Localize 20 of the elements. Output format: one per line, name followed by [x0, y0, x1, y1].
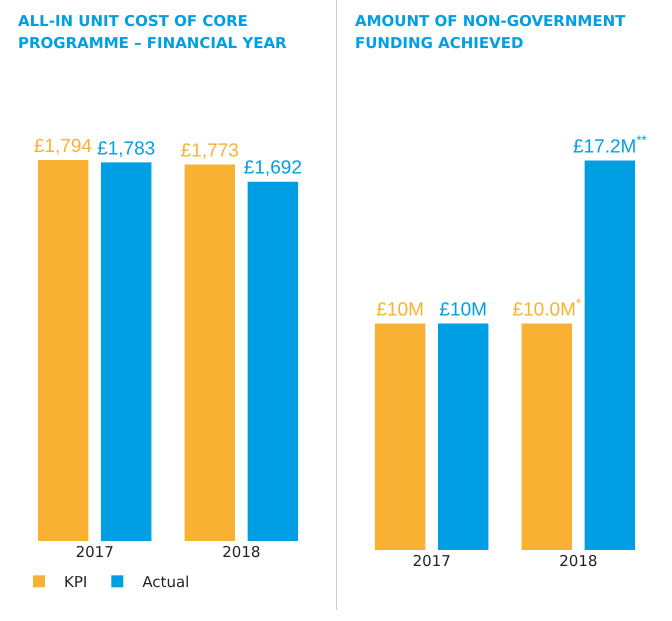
data-label: £17.2M$^{**}$	[573, 132, 647, 158]
data-label: £1,773	[180, 140, 239, 162]
data-label: £1,692	[244, 158, 302, 179]
data-label: £10M	[376, 300, 424, 321]
data-label: £10M	[439, 300, 487, 321]
legend-label: KPI	[64, 573, 88, 592]
bar	[100, 162, 152, 541]
data-label: £10.0M$^{*}$	[512, 296, 582, 321]
chart-title: ALL-IN UNIT COST OF CORE PROGRAMME – FINANCIAL YEAR	[18, 11, 288, 54]
data-label: £1,783	[97, 138, 156, 160]
x-tick-label: 2018	[559, 552, 598, 570]
x-tick-label: 2017	[76, 543, 114, 561]
bar	[248, 182, 298, 541]
legend-label: Actual	[142, 573, 190, 592]
x-tick-label: 2018	[222, 543, 260, 561]
bar	[184, 164, 236, 541]
data-label: £1,794	[34, 136, 92, 158]
bar	[38, 160, 88, 541]
chart-title: AMOUNT OF NON-GOVERNMENT FUNDING ACHIEVED	[355, 11, 626, 54]
x-tick-label: 2017	[412, 552, 451, 570]
